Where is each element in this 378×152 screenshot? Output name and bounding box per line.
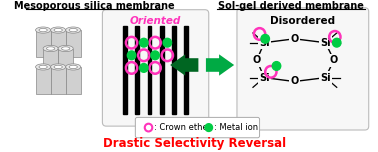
Text: Oriented: Oriented xyxy=(130,17,181,26)
Text: Mesoporous silica membrane: Mesoporous silica membrane xyxy=(14,1,174,11)
Text: Sol-gel derived membrane: Sol-gel derived membrane xyxy=(218,1,364,11)
Ellipse shape xyxy=(62,47,70,50)
Circle shape xyxy=(333,38,341,47)
Text: Drastic Selectivity Reversal: Drastic Selectivity Reversal xyxy=(103,137,286,150)
FancyBboxPatch shape xyxy=(135,117,260,138)
Text: Si: Si xyxy=(320,38,331,48)
FancyArrow shape xyxy=(206,54,234,76)
Circle shape xyxy=(139,64,148,72)
Text: O: O xyxy=(253,55,261,65)
Text: : Crown ether: : Crown ether xyxy=(154,123,211,132)
Bar xyxy=(184,26,188,114)
Bar xyxy=(147,26,151,114)
Text: Si: Si xyxy=(259,73,270,83)
Text: Si: Si xyxy=(320,73,331,83)
Ellipse shape xyxy=(43,45,58,52)
Bar xyxy=(123,26,127,114)
Ellipse shape xyxy=(54,65,62,69)
Bar xyxy=(172,26,176,114)
Text: O: O xyxy=(290,34,299,44)
Ellipse shape xyxy=(46,47,55,50)
FancyBboxPatch shape xyxy=(237,8,369,130)
FancyBboxPatch shape xyxy=(58,48,73,76)
Circle shape xyxy=(205,124,212,131)
Circle shape xyxy=(139,38,148,47)
FancyBboxPatch shape xyxy=(102,10,209,126)
Ellipse shape xyxy=(39,65,47,69)
FancyArrow shape xyxy=(170,54,198,76)
Ellipse shape xyxy=(51,64,66,70)
Text: O: O xyxy=(330,55,338,65)
Ellipse shape xyxy=(69,28,77,32)
Ellipse shape xyxy=(51,27,66,33)
Circle shape xyxy=(127,51,136,60)
Ellipse shape xyxy=(66,64,81,70)
Bar xyxy=(160,26,164,114)
Text: : Metal ion: : Metal ion xyxy=(214,123,259,132)
Circle shape xyxy=(163,38,172,47)
FancyBboxPatch shape xyxy=(51,30,66,57)
Text: Si: Si xyxy=(259,38,270,48)
Ellipse shape xyxy=(58,45,73,52)
Ellipse shape xyxy=(36,27,51,33)
Circle shape xyxy=(151,51,160,60)
FancyBboxPatch shape xyxy=(43,48,58,76)
Ellipse shape xyxy=(66,27,81,33)
FancyBboxPatch shape xyxy=(66,30,81,57)
Bar xyxy=(135,26,139,114)
Text: O: O xyxy=(290,76,299,86)
Ellipse shape xyxy=(36,64,51,70)
FancyBboxPatch shape xyxy=(36,67,51,94)
FancyBboxPatch shape xyxy=(66,67,81,94)
FancyBboxPatch shape xyxy=(51,67,66,94)
Ellipse shape xyxy=(39,28,47,32)
Circle shape xyxy=(272,62,281,70)
Ellipse shape xyxy=(69,65,77,69)
Ellipse shape xyxy=(54,28,62,32)
FancyBboxPatch shape xyxy=(36,30,51,57)
Text: Disordered: Disordered xyxy=(270,16,335,26)
Circle shape xyxy=(261,35,270,43)
